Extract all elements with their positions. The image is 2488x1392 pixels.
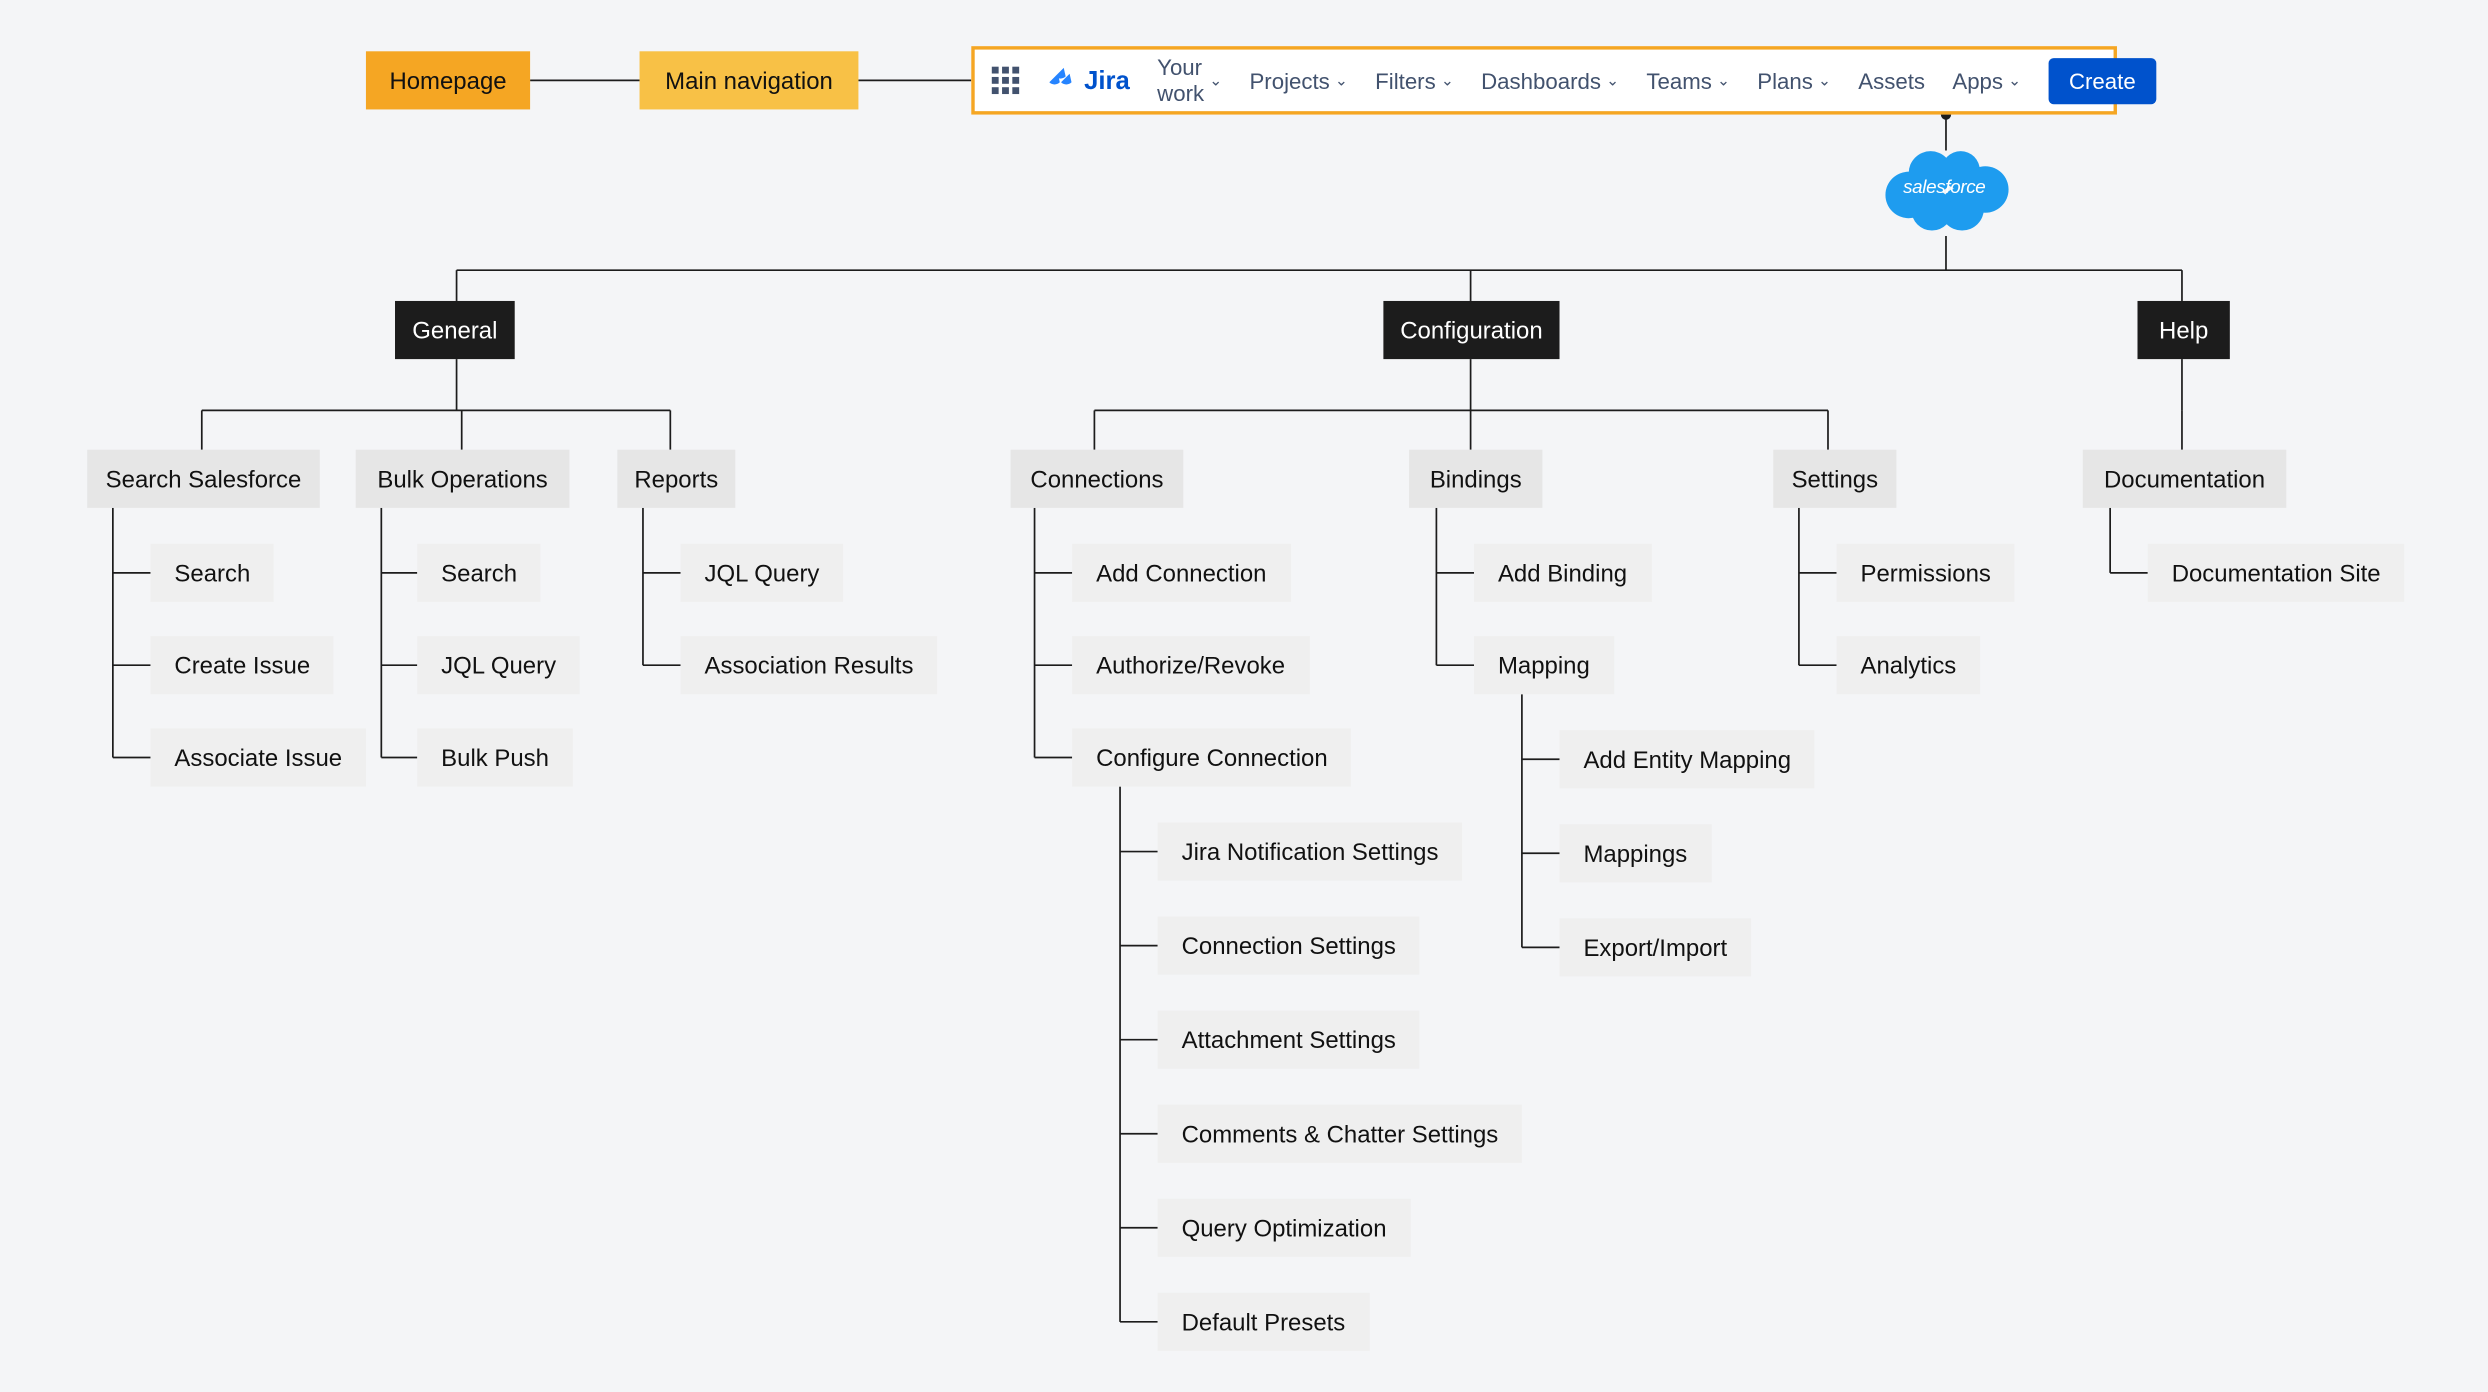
breadcrumb-main-nav: Main navigation bbox=[640, 51, 859, 109]
leaf-jql-query: JQL Query bbox=[417, 636, 580, 694]
leaf-analytics: Analytics bbox=[1837, 636, 1981, 694]
nav-item-label: Projects bbox=[1249, 68, 1329, 94]
nav-item-label: Plans bbox=[1757, 68, 1813, 94]
leaf-default-presets: Default Presets bbox=[1158, 1293, 1370, 1351]
nav-item-label: Assets bbox=[1858, 68, 1925, 94]
node-bulk-ops: Bulk Operations bbox=[356, 450, 570, 508]
create-button[interactable]: Create bbox=[2048, 57, 2156, 103]
nav-item-label: Filters bbox=[1375, 68, 1436, 94]
leaf-bulk-push: Bulk Push bbox=[417, 728, 573, 786]
node-connections: Connections bbox=[1011, 450, 1184, 508]
leaf-export-import: Export/Import bbox=[1560, 918, 1752, 976]
nav-item-label: Your work bbox=[1157, 55, 1204, 106]
chevron-down-icon: ⌄ bbox=[1209, 71, 1222, 90]
leaf-query-optimization: Query Optimization bbox=[1158, 1199, 1411, 1257]
chevron-down-icon: ⌄ bbox=[1441, 71, 1454, 90]
leaf-jira-notification-settings: Jira Notification Settings bbox=[1158, 823, 1463, 881]
jira-icon bbox=[1047, 65, 1078, 96]
node-configuration: Configuration bbox=[1383, 301, 1559, 359]
leaf-add-binding: Add Binding bbox=[1474, 544, 1651, 602]
node-documentation: Documentation bbox=[2083, 450, 2286, 508]
leaf-attachment-settings: Attachment Settings bbox=[1158, 1011, 1420, 1069]
leaf-permissions: Permissions bbox=[1837, 544, 2015, 602]
leaf-authorize-revoke: Authorize/Revoke bbox=[1072, 636, 1309, 694]
nav-item-dashboards[interactable]: Dashboards ⌄ bbox=[1481, 68, 1619, 94]
nav-item-label: Dashboards bbox=[1481, 68, 1601, 94]
chevron-down-icon: ⌄ bbox=[1717, 71, 1730, 90]
node-bindings: Bindings bbox=[1409, 450, 1542, 508]
nav-item-your-work[interactable]: Your work ⌄ bbox=[1157, 55, 1222, 106]
leaf-search: Search bbox=[150, 544, 274, 602]
jira-brand-text: Jira bbox=[1084, 66, 1130, 95]
node-search-sf: Search Salesforce bbox=[87, 450, 320, 508]
leaf-add-entity-mapping: Add Entity Mapping bbox=[1560, 730, 1815, 788]
node-reports: Reports bbox=[617, 450, 735, 508]
breadcrumb-homepage: Homepage bbox=[366, 51, 530, 109]
chevron-down-icon: ⌄ bbox=[1606, 71, 1619, 90]
leaf-mappings: Mappings bbox=[1560, 824, 1712, 882]
nav-item-apps[interactable]: Apps ⌄ bbox=[1952, 68, 2021, 94]
nav-item-plans[interactable]: Plans ⌄ bbox=[1757, 68, 1831, 94]
nav-item-label: Teams bbox=[1646, 68, 1711, 94]
nav-item-filters[interactable]: Filters ⌄ bbox=[1375, 68, 1454, 94]
jira-logo[interactable]: Jira bbox=[1047, 65, 1130, 96]
leaf-documentation-site: Documentation Site bbox=[2148, 544, 2405, 602]
chevron-down-icon: ⌄ bbox=[1818, 71, 1831, 90]
leaf-association-results: Association Results bbox=[681, 636, 938, 694]
chevron-down-icon: ⌄ bbox=[1335, 71, 1348, 90]
node-help: Help bbox=[2138, 301, 2230, 359]
leaf-associate-issue: Associate Issue bbox=[150, 728, 366, 786]
leaf-configure-connection: Configure Connection bbox=[1072, 728, 1351, 786]
leaf-add-connection: Add Connection bbox=[1072, 544, 1290, 602]
nav-item-teams[interactable]: Teams ⌄ bbox=[1646, 68, 1730, 94]
salesforce-logo: salesforce bbox=[1876, 140, 2013, 236]
leaf-search: Search bbox=[417, 544, 541, 602]
leaf-create-issue: Create Issue bbox=[150, 636, 334, 694]
nav-item-assets[interactable]: Assets bbox=[1858, 68, 1925, 94]
chevron-down-icon: ⌄ bbox=[2008, 71, 2021, 90]
leaf-comments-chatter-settings: Comments & Chatter Settings bbox=[1158, 1105, 1523, 1163]
nav-item-projects[interactable]: Projects ⌄ bbox=[1249, 68, 1347, 94]
node-settings: Settings bbox=[1773, 450, 1896, 508]
leaf-connection-settings: Connection Settings bbox=[1158, 917, 1420, 975]
jira-nav-bar: Jira Your work⌄Projects⌄Filters⌄Dashboar… bbox=[971, 46, 2117, 114]
app-switcher-icon[interactable] bbox=[992, 67, 1019, 94]
node-general: General bbox=[395, 301, 515, 359]
nav-item-label: Apps bbox=[1952, 68, 2003, 94]
leaf-jql-query: JQL Query bbox=[681, 544, 844, 602]
leaf-mapping: Mapping bbox=[1474, 636, 1614, 694]
salesforce-text: salesforce bbox=[1903, 177, 1985, 198]
